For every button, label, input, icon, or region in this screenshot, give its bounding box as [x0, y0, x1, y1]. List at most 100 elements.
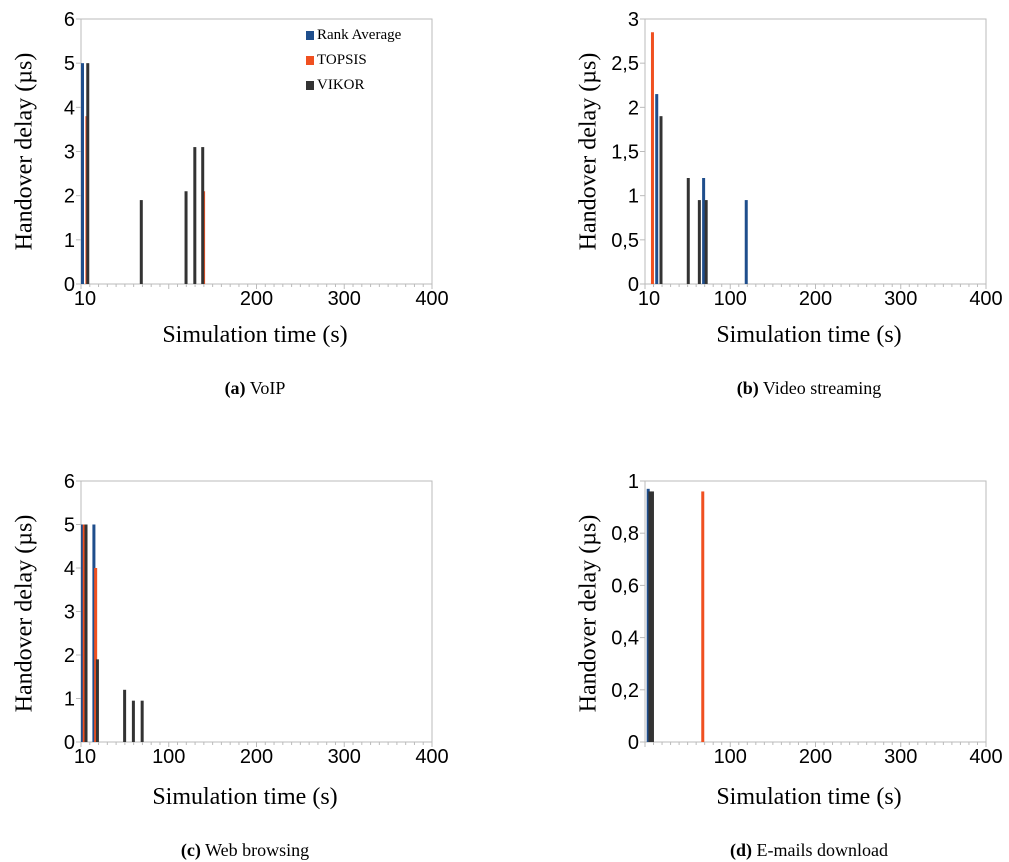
- chart-web-browsing-plot: 0 1 2 3 4 5 6 10 100 200 300 400: [64, 471, 449, 768]
- x-tick-label: 100: [714, 288, 747, 310]
- x-tick-label: 400: [415, 288, 448, 310]
- bar-topsis: [82, 524, 86, 742]
- y-tick-label: 1: [628, 471, 639, 493]
- bar-vikor: [659, 116, 663, 285]
- chart-e-mails-download-plot: 0 0,2 0,4 0,6 0,8 1 100 200 300 400: [611, 471, 1003, 768]
- bar-vikor: [201, 147, 205, 284]
- caption-tag: (a): [224, 378, 246, 398]
- chart-panel-web-browsing: 0 1 2 3 4 5 6 10 100 200 300 400 Handover delay (µs…: [0, 462, 470, 862]
- legend-item-vikor: VIKOR: [306, 73, 401, 98]
- x-tick-label: 10: [638, 288, 660, 310]
- y-tick-label: 1,5: [611, 142, 639, 164]
- y-tick-label: 6: [64, 9, 75, 31]
- bar-vikor: [193, 147, 197, 284]
- legend-item-rank-average: Rank Average: [306, 23, 401, 48]
- figure-caption: (a) VoIP: [80, 378, 430, 399]
- y-tick-label: 5: [64, 515, 75, 537]
- bar-rank-average: [81, 524, 84, 742]
- x-tick-label: 400: [969, 746, 1002, 768]
- x-tick-label: 100: [714, 746, 747, 768]
- legend-label: TOPSIS: [317, 52, 367, 68]
- bar-rank-average: [744, 200, 748, 284]
- y-axis-label: Handover delay (µs): [575, 514, 602, 713]
- x-tick-label: 400: [969, 288, 1002, 310]
- caption-tag: (b): [736, 378, 759, 398]
- y-tick-label: 0,4: [611, 628, 639, 650]
- x-axis-label: Simulation time (s): [716, 784, 902, 810]
- y-tick-label: 1: [64, 230, 75, 252]
- bar-vikor: [123, 689, 127, 742]
- y-tick-label: 5: [64, 53, 75, 75]
- bar-topsis: [94, 568, 98, 742]
- bar-vikor: [184, 191, 188, 284]
- bar-vikor: [86, 63, 90, 284]
- y-axis-label: Handover delay (µs): [11, 514, 38, 713]
- legend-swatch: [306, 81, 314, 90]
- legend-label: Rank Average: [317, 27, 402, 43]
- plot-frame: [644, 480, 987, 743]
- bar-vikor: [139, 200, 143, 284]
- bar-vikor: [84, 524, 88, 742]
- x-axis-label: Simulation time (s): [152, 784, 338, 810]
- y-tick-label: 0,6: [611, 575, 639, 597]
- y-tick-label: 0: [64, 732, 75, 754]
- bar-vikor: [697, 200, 701, 284]
- y-tick-label: 3: [64, 142, 75, 164]
- y-tick-label: 1: [628, 186, 639, 208]
- x-tick-label: 300: [328, 746, 361, 768]
- y-tick-label: 4: [64, 558, 75, 580]
- legend-label: VIKOR: [317, 77, 365, 93]
- caption-tag: (d): [730, 840, 752, 860]
- y-tick-label: 0: [628, 732, 639, 754]
- legend: Rank Average TOPSIS VIKOR: [306, 23, 401, 98]
- plot-frame: [644, 18, 987, 285]
- x-tick-label: 200: [240, 746, 273, 768]
- y-tick-label: 3: [64, 602, 75, 624]
- bar-rank-average: [92, 524, 96, 742]
- x-tick-label: 300: [328, 288, 361, 310]
- y-tick-label: 2: [64, 186, 75, 208]
- x-tick-label: 300: [884, 746, 917, 768]
- x-tick-label: 200: [240, 288, 273, 310]
- x-tick-label: 400: [415, 746, 448, 768]
- chart-panel-video-streaming: 0 0,5 1 1,5 2 2,5 3 10 100 200 300 400 Handover del…: [564, 0, 1009, 400]
- y-tick-label: 1: [64, 689, 75, 711]
- y-tick-label: 0: [64, 274, 75, 296]
- bar-vikor: [131, 700, 135, 742]
- caption-text: VoIP: [249, 378, 286, 398]
- y-tick-label: 0,5: [611, 230, 639, 252]
- y-tick-label: 0,2: [611, 680, 639, 702]
- bar-vikor: [704, 200, 708, 284]
- bar-topsis: [701, 491, 705, 742]
- chart-panel-e-mails-download: 0 0,2 0,4 0,6 0,8 1 100 200 300 400 Handover dela…: [564, 462, 1009, 862]
- chart-voip-plot: 0 1 2 3 4 5 6 10 200 300 400: [64, 9, 449, 310]
- legend-swatch: [306, 31, 314, 40]
- y-tick-label: 2: [64, 645, 75, 667]
- x-tick-label: 10: [74, 288, 96, 310]
- legend-item-topsis: TOPSIS: [306, 48, 401, 73]
- y-tick-label: 2: [628, 97, 639, 119]
- chart-video-streaming-plot: 0 0,5 1 1,5 2 2,5 3 10 100 200 300 400: [611, 9, 1003, 310]
- x-tick-label: 200: [799, 746, 832, 768]
- bar-vikor: [686, 178, 690, 284]
- y-axis-label: Handover delay (µs): [575, 52, 602, 251]
- y-tick-label: 4: [64, 97, 75, 119]
- bar-vikor: [650, 491, 654, 742]
- x-axis-label: Simulation time (s): [162, 322, 348, 348]
- y-tick-label: 0,8: [611, 523, 639, 545]
- x-tick-label: 10: [74, 746, 96, 768]
- x-tick-label: 100: [152, 746, 185, 768]
- caption-text: Video streaming: [762, 378, 882, 398]
- bar-rank-average: [655, 94, 659, 284]
- y-tick-label: 3: [628, 9, 639, 31]
- bar-topsis: [650, 32, 654, 284]
- bar-rank-average: [702, 178, 706, 284]
- figure-caption: (b) Video streaming: [634, 378, 984, 399]
- figure-caption: (c) Web browsing: [70, 840, 420, 861]
- caption-text: E-mails download: [756, 840, 888, 860]
- caption-text: Web browsing: [205, 840, 310, 860]
- chart-panel-voip: 0 1 2 3 4 5 6 10 200 300 400 Handover delay (µs) S…: [0, 0, 470, 400]
- figure-caption: (d) E-mails download: [624, 840, 994, 861]
- bar-rank-average: [646, 488, 650, 742]
- x-tick-label: 300: [884, 288, 917, 310]
